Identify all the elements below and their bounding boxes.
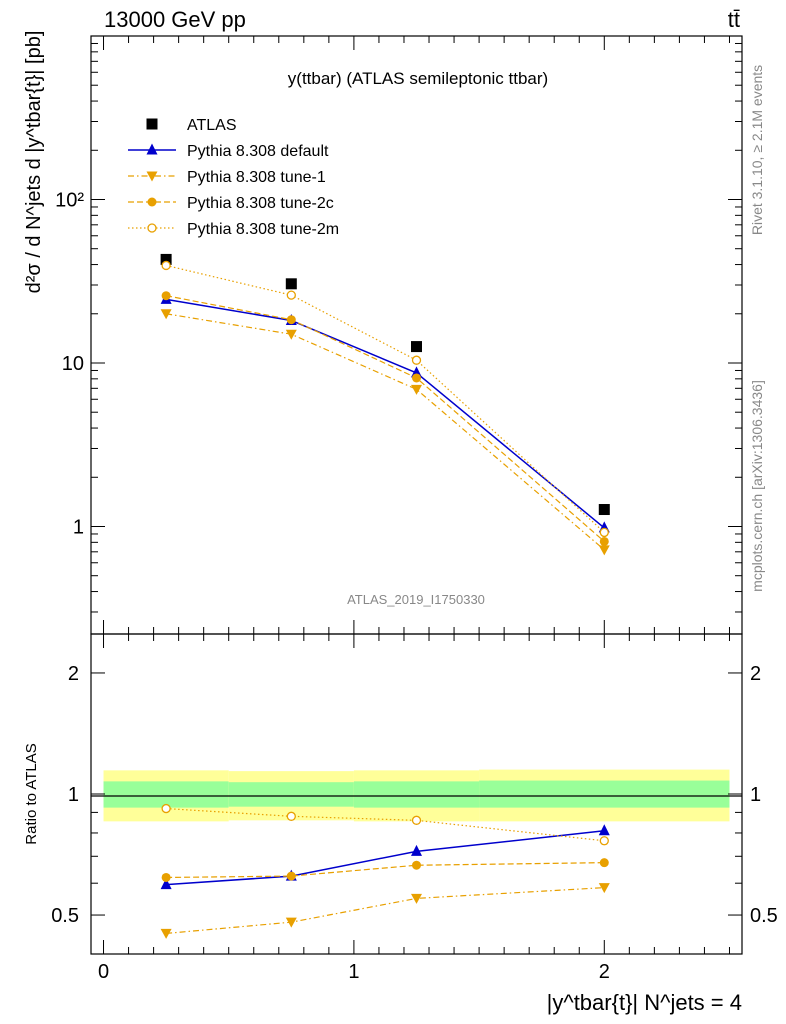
analysis-watermark: ATLAS_2019_I1750330	[347, 592, 485, 607]
x-tick-label: 1	[348, 961, 359, 983]
top-point-4-1	[286, 290, 296, 300]
rivet-label: Rivet 3.1.10, ≥ 2.1M events	[749, 65, 765, 235]
top-point-3-0	[161, 291, 171, 301]
ratio-point-1-3	[598, 883, 610, 894]
top-y-tick-label: 1	[73, 516, 84, 538]
top-point-2-0	[160, 309, 172, 320]
bottom-axis-ticks: 0.5 0.5 1 1 2 2 0 1 2	[51, 634, 778, 983]
ratio-line-1	[166, 887, 605, 935]
ratio-point-2-3	[599, 858, 609, 868]
ratio-point-2-1	[286, 871, 296, 881]
mcplots-label: mcplots.cern.ch [arXiv:1306.3436]	[749, 380, 765, 592]
top-line-1	[165, 298, 605, 529]
ratio-point-2-2	[412, 860, 421, 870]
top-point-3-1	[286, 315, 296, 325]
ratio-point-0-0	[160, 878, 172, 890]
legend-marker	[147, 223, 157, 233]
inner-uncertainty-band	[228, 782, 354, 807]
legend-marker	[146, 143, 158, 155]
legend: ATLAS Pythia 8.308 default Pythia 8.308 tu…	[128, 117, 339, 238]
x-tick-label: 2	[599, 961, 610, 983]
ratio-y-tick-label-right: 0.5	[750, 905, 778, 927]
ratio-line-2	[166, 862, 605, 879]
top-line-2	[166, 313, 605, 551]
inner-uncertainty-band	[479, 780, 730, 808]
top-series-group	[160, 253, 610, 556]
top-point-3-2	[412, 373, 421, 383]
legend-entry-label: ATLAS	[187, 117, 237, 134]
top-point-2-1	[285, 329, 297, 340]
ratio-y-tick-label-right: 1	[750, 784, 761, 806]
top-point-4-2	[411, 355, 422, 365]
ratio-point-1-2	[411, 893, 422, 904]
ratio-point-3-0	[161, 803, 171, 814]
top-y-tick-label: 10²	[55, 189, 84, 211]
header-left: 13000 GeV pp	[104, 7, 246, 32]
top-point-2-3	[598, 545, 610, 556]
ratio-series-group	[160, 803, 610, 939]
top-point-0-0	[160, 253, 172, 265]
top-y-axis-label: d²σ / d N^jets d |y^tbar{t}| [pb]	[23, 31, 45, 294]
x-tick-label: 0	[98, 961, 109, 983]
ratio-y-tick-label-left: 1	[68, 784, 79, 806]
ratio-point-1-1	[285, 917, 297, 928]
top-point-3-3	[599, 536, 609, 546]
ratio-point-0-2	[411, 844, 422, 856]
legend-entry-label: Pythia 8.308 tune-1	[187, 169, 326, 186]
ratio-y-tick-label-left: 0.5	[51, 905, 79, 927]
top-point-0-1	[285, 278, 297, 290]
top-point-0-2	[411, 341, 422, 353]
top-point-0-3	[598, 504, 610, 516]
ratio-line-3	[166, 807, 605, 842]
ratio-y-tick-label-right: 2	[750, 663, 761, 685]
inner-uncertainty-band	[353, 781, 480, 808]
ratio-y-axis-label: Ratio to ATLAS	[23, 743, 40, 844]
legend-entry-label: Pythia 8.308 tune-2m	[187, 221, 339, 238]
legend-marker	[147, 197, 157, 207]
ratio-point-1-0	[160, 928, 172, 939]
ratio-y-tick-label-left: 2	[68, 663, 79, 685]
top-point-4-3	[599, 527, 609, 538]
ratio-point-3-1	[286, 811, 296, 821]
ratio-point-3-3	[599, 836, 609, 846]
top-axis-ticks: 1 10 10²	[55, 35, 742, 634]
top-point-4-0	[161, 260, 171, 271]
ratio-point-3-2	[411, 815, 422, 825]
legend-entry-label: Pythia 8.308 default	[187, 143, 329, 160]
legend-marker	[146, 118, 158, 130]
ratio-frame	[90, 633, 743, 955]
top-line-4	[165, 264, 605, 533]
ratio-line-0	[166, 830, 605, 886]
chart-title: y(ttbar) (ATLAS semileptonic ttbar)	[288, 69, 548, 88]
top-line-3	[166, 295, 605, 542]
top-y-tick-label: 10	[62, 353, 84, 375]
legend-entry-label: Pythia 8.308 tune-2c	[187, 195, 334, 212]
top-point-2-2	[411, 384, 422, 395]
legend-marker	[146, 171, 158, 182]
inner-uncertainty-band	[103, 781, 229, 808]
ratio-point-0-3	[598, 824, 610, 836]
header-right: tt̄	[728, 7, 740, 32]
ratio-point-2-0	[161, 872, 171, 882]
x-axis-label: |y^tbar{t}| N^jets = 4	[547, 990, 742, 1015]
